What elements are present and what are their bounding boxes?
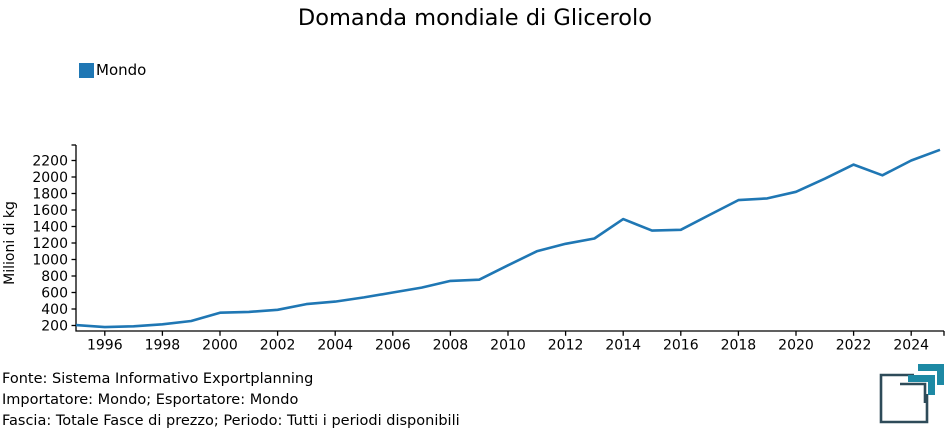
x-tick-label: 2004: [317, 338, 353, 354]
x-tick-label: 2022: [836, 338, 872, 354]
y-tick-label: 1800: [32, 186, 68, 202]
logo-teal-outer-corner-icon: [918, 364, 944, 385]
y-tick-label: 600: [41, 285, 68, 301]
data-series: [75, 148, 941, 329]
y-tick-label: 200: [41, 318, 68, 334]
x-tick-label: 2008: [433, 338, 469, 354]
y-tick-label: 400: [41, 302, 68, 318]
legend: Mondo: [79, 61, 146, 79]
series-line-mondo: [75, 148, 941, 329]
x-tick-label: 1998: [145, 338, 181, 354]
x-tick-label: 2014: [605, 338, 641, 354]
x-tick-label: 1996: [87, 338, 123, 354]
exportplanning-logo: [879, 364, 944, 424]
y-tick-label: 800: [41, 269, 68, 285]
y-tick-label: 1000: [32, 252, 68, 268]
y-tick-label: 2200: [32, 153, 68, 169]
x-tick-label: 2016: [663, 338, 699, 354]
x-tick-label: 2000: [202, 338, 238, 354]
x-tick-label: 2024: [893, 338, 929, 354]
legend-label: Mondo: [96, 61, 147, 79]
x-tick-label: 2010: [490, 338, 526, 354]
source-footer: Fonte: Sistema Informativo Exportplannin…: [2, 369, 460, 432]
logo-teal-mid-corner-icon: [908, 375, 935, 395]
x-tick-label: 2020: [778, 338, 814, 354]
x-tick-label: 2002: [260, 338, 296, 354]
y-tick-label: 1600: [32, 203, 68, 219]
y-tick-label: 2000: [32, 170, 68, 186]
y-tick-label: 1200: [32, 236, 68, 252]
page-title: Domanda mondiale di Glicerolo: [297, 5, 653, 31]
x-tick-label: 2012: [548, 338, 584, 354]
legend-swatch-icon: [79, 62, 94, 78]
footer-importer-line: Importatore: Mondo; Esportatore: Mondo: [2, 392, 299, 408]
x-tick-label: 2018: [721, 338, 757, 354]
axes-spines: [75, 145, 944, 332]
x-tick-label: 2006: [375, 338, 411, 354]
logo-outer-square: [879, 373, 929, 424]
footer-period-line: Fascia: Totale Fasce di prezzo; Periodo:…: [2, 413, 460, 429]
y-axis-label: Milioni di kg: [2, 201, 18, 285]
x-axis-ticks: 1996 1998 2000 2002 2004 2006 2008 2010 2012 2014…: [87, 331, 945, 354]
y-tick-label: 1400: [32, 219, 68, 235]
footer-source-line: Fonte: Sistema Informativo Exportplannin…: [2, 371, 314, 387]
logo-inner-bracket: [900, 382, 927, 403]
